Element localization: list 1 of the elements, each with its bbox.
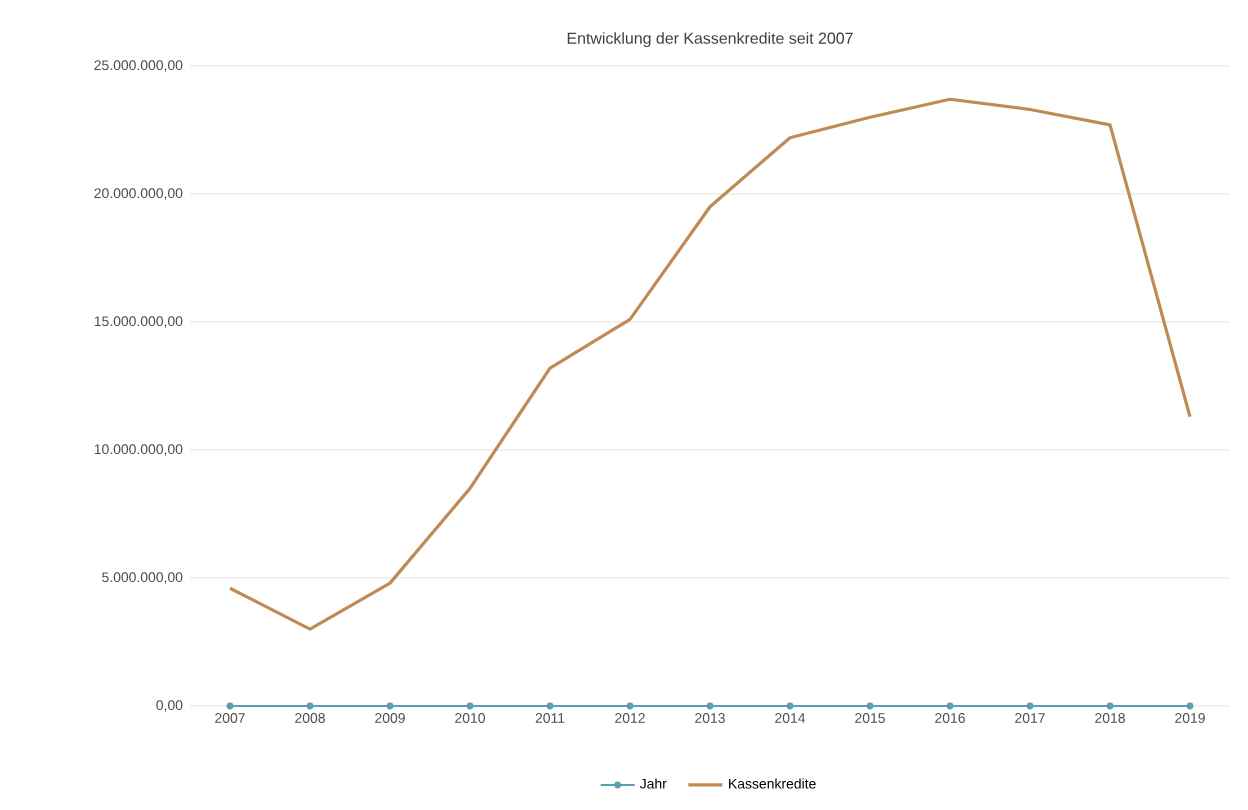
line-series — [228, 97, 1192, 631]
